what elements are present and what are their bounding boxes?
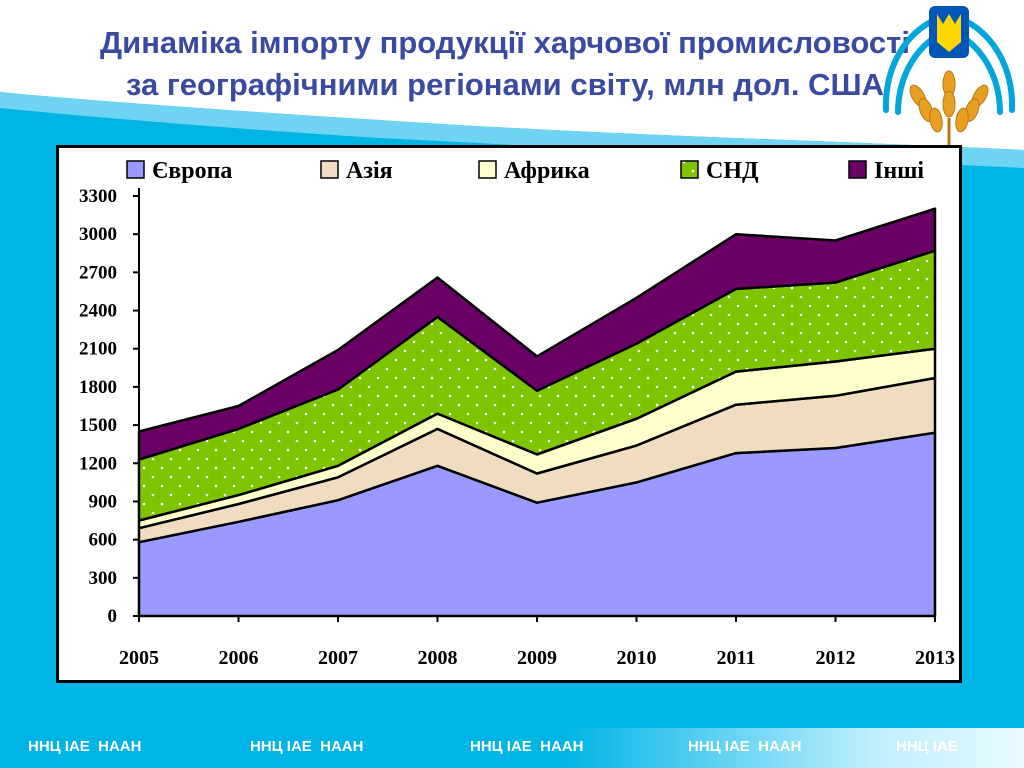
footer-label: ННЦ ІАЕ НААН — [470, 738, 584, 755]
footer-label: ННЦ ІАЕ НААН — [28, 738, 142, 755]
y-tick-label: 900 — [89, 491, 118, 512]
legend-label: Азія — [346, 158, 393, 184]
legend-swatch — [478, 160, 497, 179]
legend-label: Африка — [504, 158, 590, 184]
stacked-area-chart: Європа Азія Африка СНД Інші 0 300 600 900 1200 15… — [79, 158, 955, 669]
chart-areas — [137, 207, 937, 618]
chart-axes: 0 300 600 900 1200 1500 1800 2100 2400 2700 3000 33… — [79, 186, 955, 669]
y-tick-label: 300 — [89, 568, 118, 589]
legend-label: СНД — [706, 158, 759, 184]
title-line-2: за географічними регіонами світу, млн до… — [125, 67, 884, 102]
legend-label: Інші — [874, 158, 924, 184]
footer-label: ННЦ ІАЕ — [896, 738, 958, 755]
y-tick-label: 2400 — [79, 301, 117, 322]
y-tick-label: 1200 — [79, 453, 117, 474]
legend-swatch — [320, 160, 339, 179]
legend-swatch — [848, 160, 867, 179]
x-tick-label: 2010 — [617, 647, 657, 669]
x-tick-label: 2006 — [219, 647, 259, 669]
y-tick-label: 3300 — [79, 186, 117, 207]
chart-frame: Європа Азія Африка СНД Інші 0 300 600 900 1200 15… — [56, 145, 962, 683]
legend-label: Європа — [152, 158, 232, 184]
y-tick-label: 600 — [89, 530, 118, 551]
x-tick-label: 2011 — [717, 647, 756, 669]
chart-legend: Європа Азія Африка СНД Інші — [126, 158, 924, 184]
x-tick-label: 2005 — [119, 647, 159, 669]
y-tick-label: 1800 — [79, 377, 117, 398]
x-tick-label: 2008 — [418, 647, 458, 669]
slide-title: Динаміка імпорту продукції харчової пром… — [40, 22, 970, 106]
x-tick-label: 2007 — [318, 647, 358, 669]
footer-bar: ННЦ ІАЕ НААН ННЦ ІАЕ НААН ННЦ ІАЕ НААН Н… — [0, 728, 1024, 768]
y-tick-label: 2700 — [79, 262, 117, 283]
y-tick-label: 0 — [108, 606, 118, 627]
x-tick-label: 2013 — [915, 647, 955, 669]
y-tick-label: 1500 — [79, 415, 117, 436]
legend-swatch — [126, 160, 145, 179]
x-tick-label: 2009 — [517, 647, 557, 669]
legend-swatch — [680, 160, 699, 179]
title-line-1: Динаміка імпорту продукції харчової пром… — [100, 25, 910, 60]
y-tick-label: 3000 — [79, 224, 117, 245]
trident-wheat-emblem-icon — [882, 6, 1016, 146]
area-series — [137, 207, 937, 461]
y-tick-label: 2100 — [79, 339, 117, 360]
footer-label: ННЦ ІАЕ НААН — [250, 738, 364, 755]
footer-label: ННЦ ІАЕ НААН — [688, 738, 802, 755]
x-tick-label: 2012 — [816, 647, 856, 669]
